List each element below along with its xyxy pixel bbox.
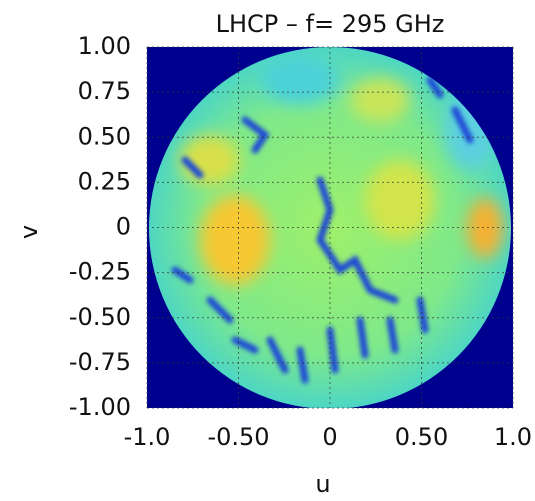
x-tick-label: -1.0 [124, 423, 171, 451]
y-tick-label: -0.50 [69, 303, 131, 331]
y-tick-label: 0.25 [78, 167, 131, 195]
y-tick-label: -0.25 [69, 258, 131, 286]
x-tick-label: 1.0 [494, 423, 532, 451]
y-tick-label: -0.75 [69, 348, 131, 376]
x-tick-label: 0 [322, 423, 337, 451]
y-tick-label: -1.00 [69, 393, 131, 421]
y-tick-label: 0.50 [78, 122, 131, 150]
x-tick-label: 0.50 [395, 423, 448, 451]
y-tick-label: 1.00 [78, 32, 131, 60]
chart-title: LHCP – f= 295 GHz [216, 10, 445, 38]
y-tick-label: 0 [116, 213, 131, 241]
x-axis-label: u [315, 470, 330, 498]
x-tick-label: -0.50 [207, 423, 269, 451]
y-tick-label: 0.75 [78, 77, 131, 105]
y-axis-label: v [15, 225, 43, 239]
